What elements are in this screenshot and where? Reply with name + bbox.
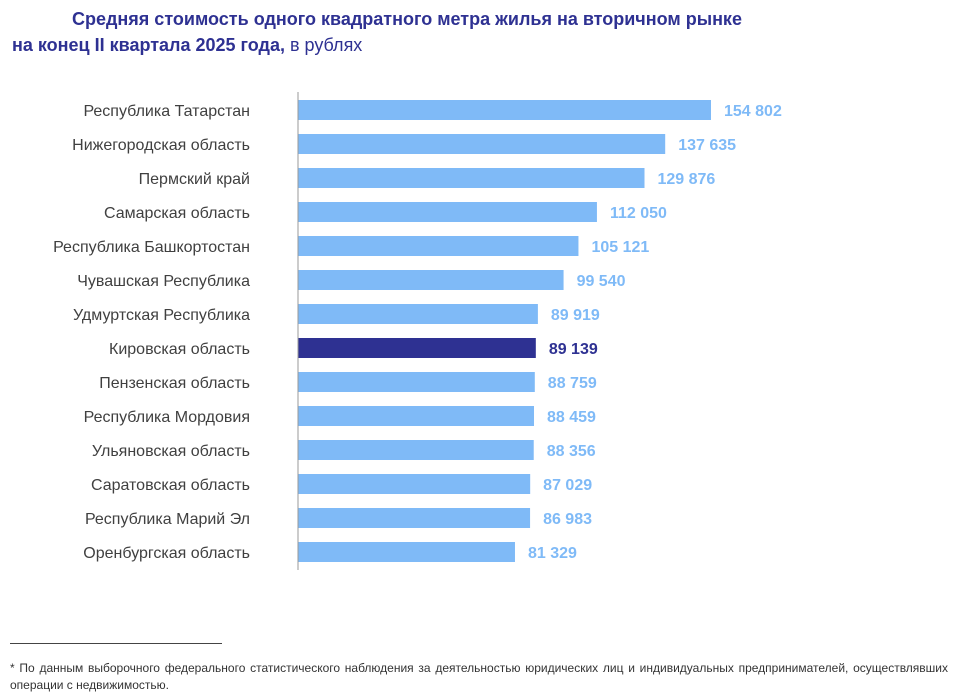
bar — [298, 508, 531, 528]
data-label: 105 121 — [591, 239, 649, 256]
bar — [298, 542, 515, 562]
bar — [298, 134, 666, 154]
chart-title-line1: Средняя стоимость одного квадратного мет… — [72, 9, 742, 29]
data-label: 81 329 — [528, 545, 577, 562]
bar — [298, 474, 531, 494]
category-label: Ульяновская область — [92, 443, 250, 460]
bar — [298, 202, 597, 222]
bar — [298, 372, 535, 392]
bar — [298, 406, 535, 426]
chart-title-units: в рублях — [284, 35, 363, 55]
data-label: 89 139 — [549, 341, 598, 358]
data-label: 137 635 — [678, 137, 736, 154]
category-label: Саратовская область — [91, 477, 250, 494]
category-label: Республика Татарстан — [83, 103, 250, 120]
chart-title: Средняя стоимость одного квадратного мет… — [0, 6, 960, 58]
bar — [298, 236, 579, 256]
category-label: Оренбургская область — [83, 545, 250, 562]
category-label: Республика Марий Эл — [85, 511, 250, 528]
data-label: 88 759 — [548, 375, 597, 392]
footnote-divider — [10, 643, 222, 644]
bar — [298, 270, 564, 290]
category-label: Чувашская Республика — [77, 273, 250, 290]
bar — [298, 440, 534, 460]
category-label: Самарская область — [104, 205, 250, 222]
bar-highlighted — [298, 338, 536, 358]
data-label: 89 919 — [551, 307, 600, 324]
category-label: Пензенская область — [99, 375, 250, 392]
data-label: 87 029 — [543, 477, 592, 494]
category-label: Республика Башкортостан — [53, 239, 250, 256]
data-label: 86 983 — [543, 511, 592, 528]
data-label: 88 459 — [547, 409, 596, 426]
category-label: Республика Мордовия — [84, 409, 250, 426]
data-label: 88 356 — [547, 443, 596, 460]
data-label: 154 802 — [724, 103, 782, 120]
data-label: 99 540 — [577, 273, 626, 290]
category-label: Нижегородская область — [72, 137, 250, 154]
data-label: 112 050 — [610, 205, 667, 222]
category-label: Пермский край — [139, 171, 250, 188]
bar — [298, 100, 711, 120]
footnote: * По данным выборочного федерального ста… — [10, 661, 948, 692]
chart-title-line2: на конец II квартала 2025 года, в рублях — [0, 32, 960, 58]
bar-chart: Республика Татарстан 154 802 Нижегородская… — [53, 92, 782, 570]
bar — [298, 168, 645, 188]
bar — [298, 304, 538, 324]
data-label: 129 876 — [657, 171, 715, 188]
category-label: Удмуртская Республика — [73, 307, 250, 324]
chart-title-period: на конец II квартала 2025 года, — [12, 35, 285, 55]
category-label: Кировская область — [109, 341, 250, 358]
